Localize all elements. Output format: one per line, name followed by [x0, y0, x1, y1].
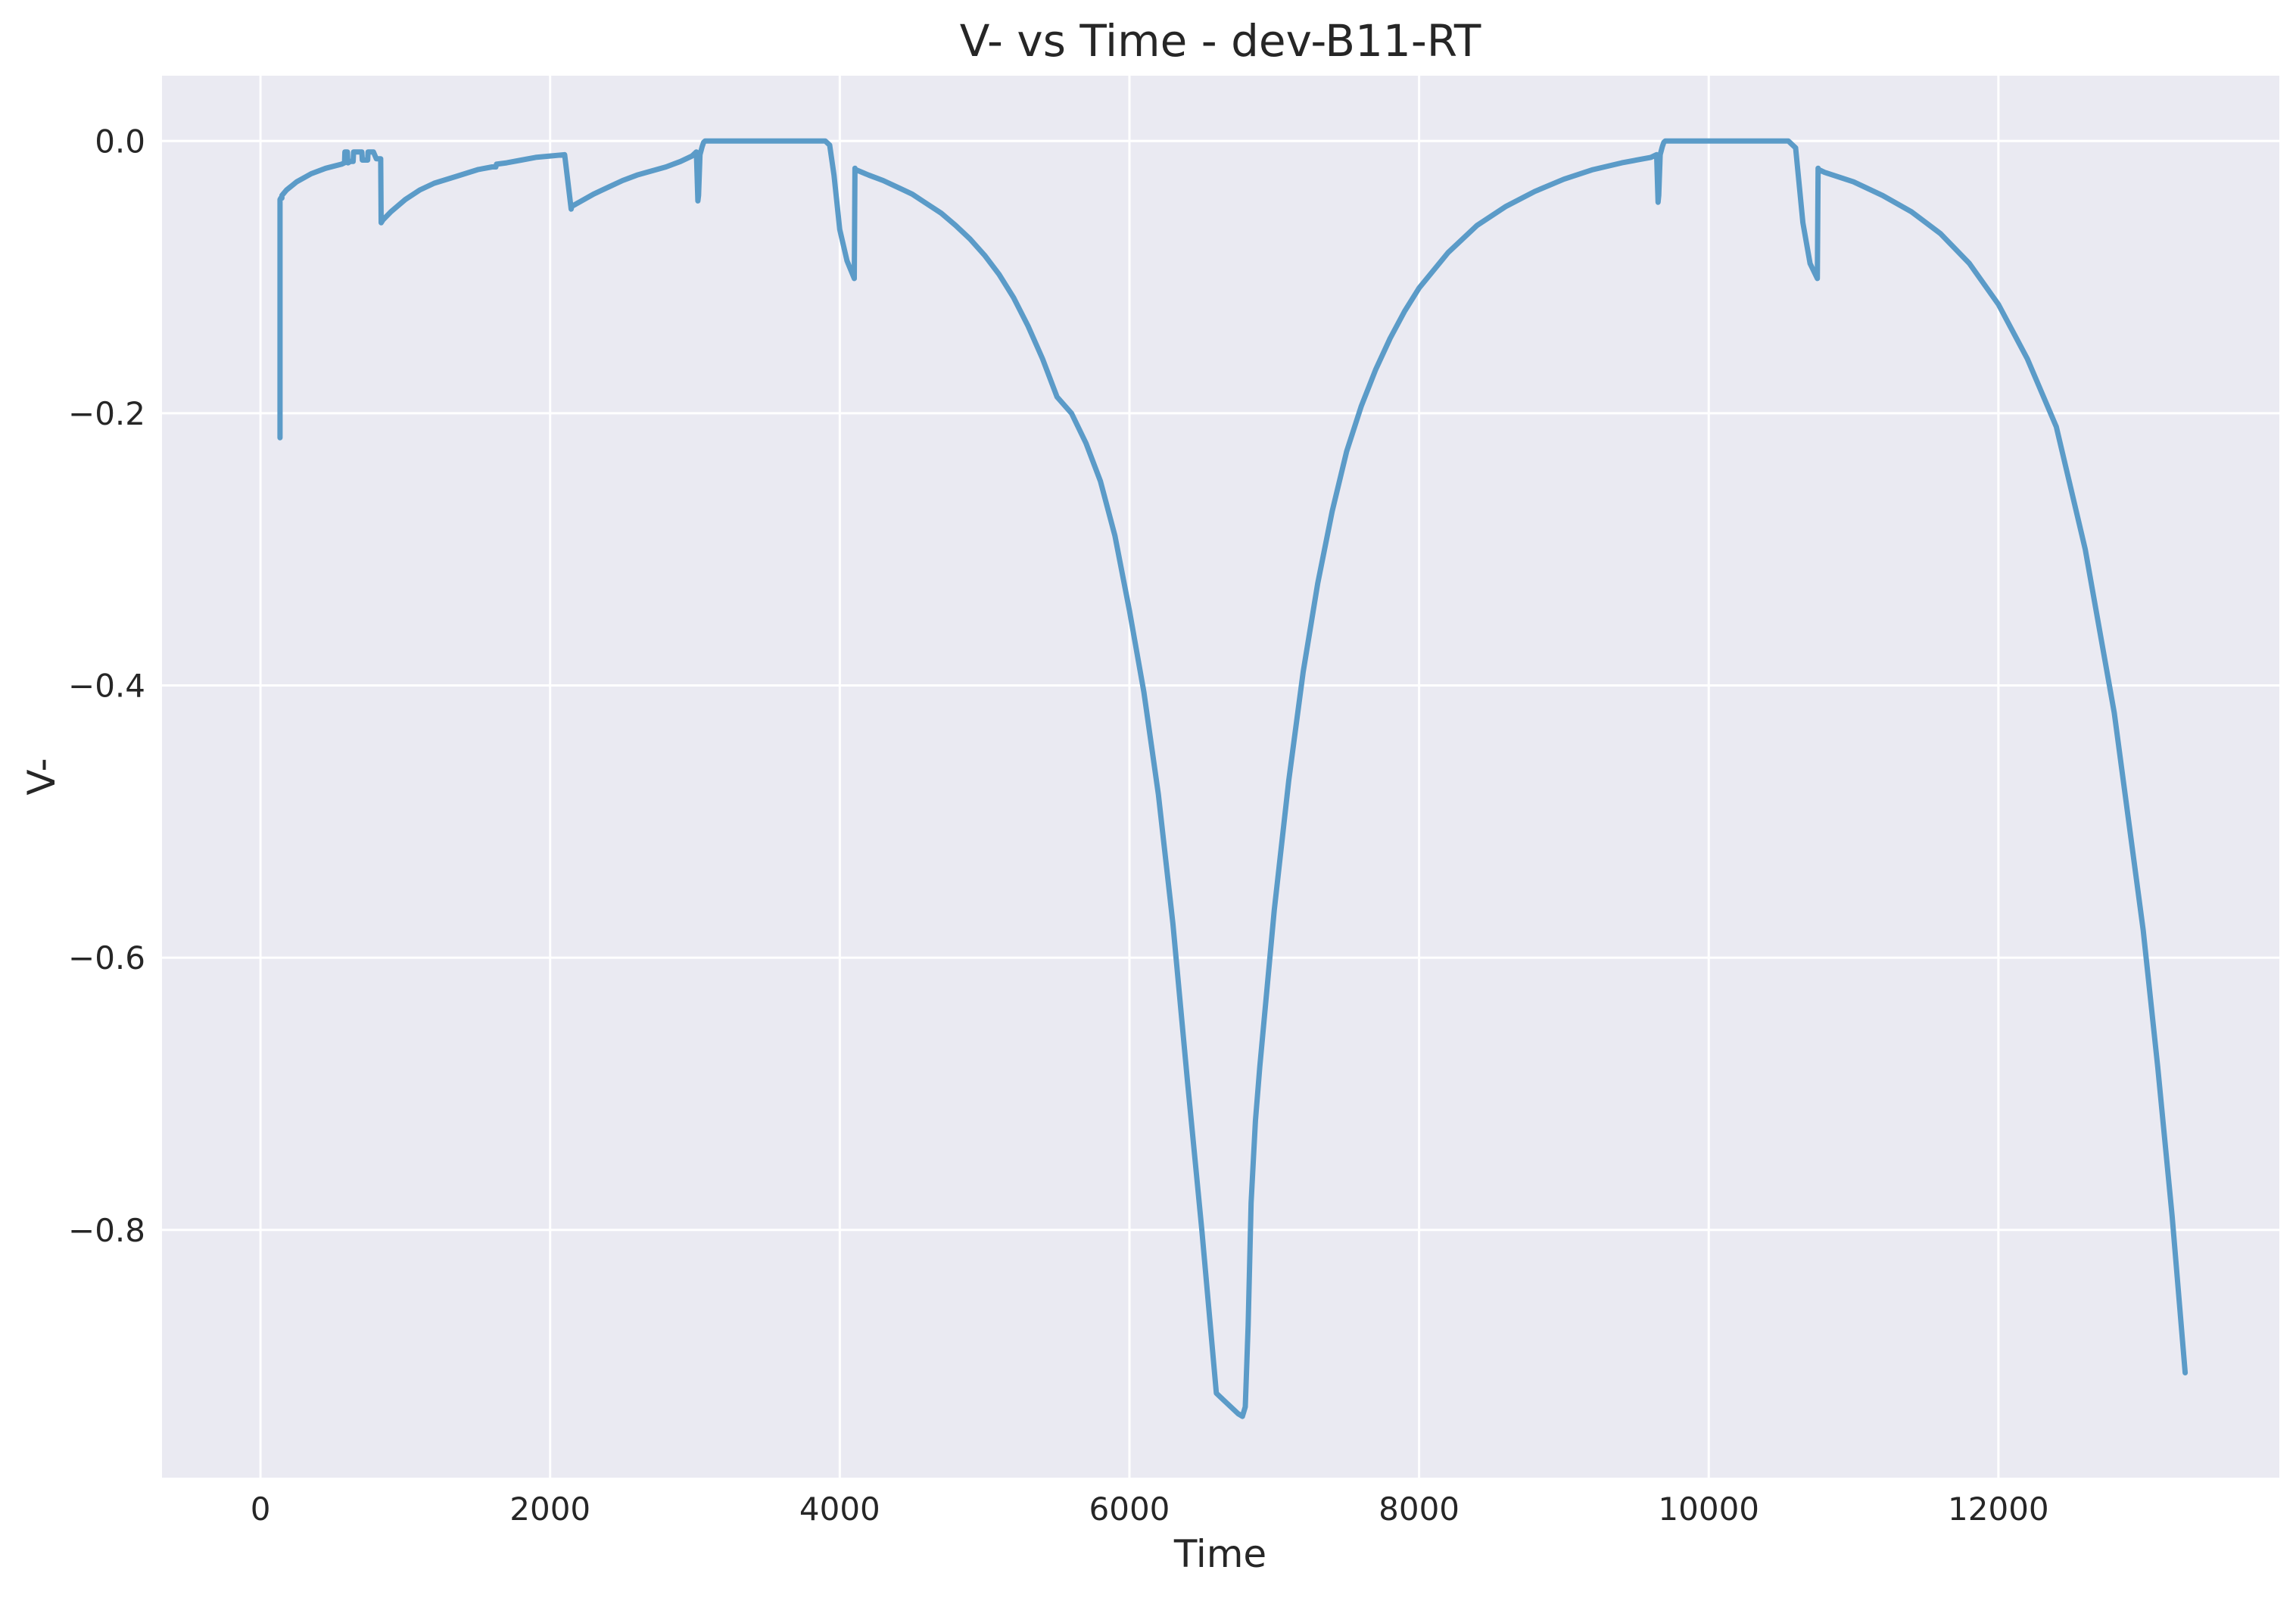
chart-title: V- vs Time - dev-B11-RT	[960, 15, 1481, 67]
x-tick-label: 8000	[1379, 1491, 1460, 1528]
y-tick-label: −0.2	[68, 395, 145, 432]
x-tick-label: 10000	[1658, 1491, 1759, 1528]
x-axis-label: Time	[1173, 1532, 1266, 1576]
y-axis-label: V-	[20, 758, 64, 795]
y-tick-labels: 0.0 −0.2 −0.4 −0.6 −0.8	[68, 123, 145, 1248]
x-tick-label: 0	[251, 1491, 271, 1528]
series	[277, 138, 2189, 1419]
x-tick-label: 2000	[509, 1491, 590, 1528]
x-tick-labels: 0 2000 4000 6000 8000 10000 12000	[251, 1491, 2049, 1528]
x-tick-label: 4000	[799, 1491, 880, 1528]
y-tick-label: −0.8	[68, 1212, 145, 1249]
x-tick-label: 12000	[1948, 1491, 2049, 1528]
y-tick-label: 0.0	[95, 123, 145, 160]
y-gridlines	[162, 139, 2279, 1232]
x-tick-label: 6000	[1089, 1491, 1170, 1528]
series-line-0	[277, 138, 2189, 1419]
y-tick-label: −0.6	[68, 939, 145, 977]
y-tick-label: −0.4	[68, 668, 145, 705]
plot-area	[162, 76, 2279, 1478]
